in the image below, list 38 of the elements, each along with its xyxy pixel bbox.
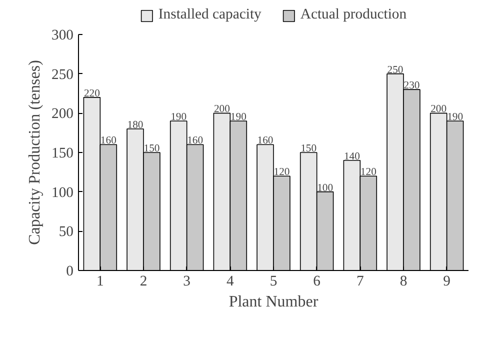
legend-label: Actual production xyxy=(300,6,407,24)
data-label: 250 xyxy=(387,64,404,76)
legend-label: Installed capacity xyxy=(158,6,262,24)
y-tick-label: 250 xyxy=(52,66,74,83)
x-tick-label: 6 xyxy=(313,274,320,290)
y-axis-title: Capacity Production (tenses) xyxy=(26,60,44,245)
x-axis-title: Plant Number xyxy=(228,294,319,310)
data-label: 100 xyxy=(317,182,334,194)
data-label: 150 xyxy=(300,144,317,154)
data-label: 190 xyxy=(170,112,187,124)
x-tick-label: 2 xyxy=(140,274,148,290)
data-label: 160 xyxy=(257,136,274,147)
data-label: 200 xyxy=(430,104,447,116)
data-label: 230 xyxy=(404,80,420,92)
data-label: 190 xyxy=(447,112,464,124)
y-tick-label: 0 xyxy=(66,264,74,280)
data-label: 180 xyxy=(127,120,144,131)
x-tick-label: 5 xyxy=(270,274,278,290)
y-tick-label: 100 xyxy=(52,184,74,201)
y-tick-label: 50 xyxy=(58,224,74,240)
y-tick-label: 300 xyxy=(52,28,74,44)
data-label: 150 xyxy=(144,144,160,154)
data-label: 140 xyxy=(344,151,360,162)
y-tick-label: 150 xyxy=(52,146,74,162)
data-label: 220 xyxy=(84,88,100,100)
x-tick-label: 7 xyxy=(356,274,364,290)
data-label: 190 xyxy=(230,112,246,124)
y-tick-label: 200 xyxy=(52,106,74,122)
data-label: 120 xyxy=(360,167,376,178)
x-tick-label: 3 xyxy=(183,274,190,290)
x-tick-label: 9 xyxy=(443,274,450,290)
x-tick-label: 8 xyxy=(400,274,408,290)
x-tick-label: 4 xyxy=(226,274,235,290)
data-label: 160 xyxy=(187,136,204,147)
data-label: 120 xyxy=(274,167,290,178)
data-label: 160 xyxy=(100,136,116,147)
data-label: 200 xyxy=(214,104,230,116)
x-tick-label: 1 xyxy=(96,274,104,290)
